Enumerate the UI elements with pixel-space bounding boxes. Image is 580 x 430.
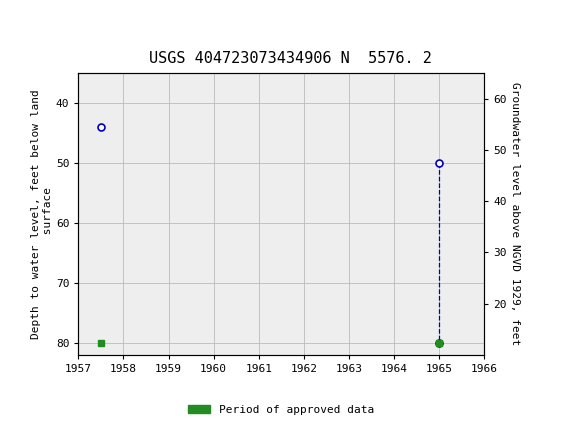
Y-axis label: Depth to water level, feet below land
 surface: Depth to water level, feet below land su… xyxy=(31,89,53,339)
Text: USGS 404723073434906 N  5576. 2: USGS 404723073434906 N 5576. 2 xyxy=(148,51,432,65)
Text: ≡USGS: ≡USGS xyxy=(3,13,79,32)
Y-axis label: Groundwater level above NGVD 1929, feet: Groundwater level above NGVD 1929, feet xyxy=(510,82,520,346)
Legend: Period of approved data: Period of approved data xyxy=(184,401,379,420)
